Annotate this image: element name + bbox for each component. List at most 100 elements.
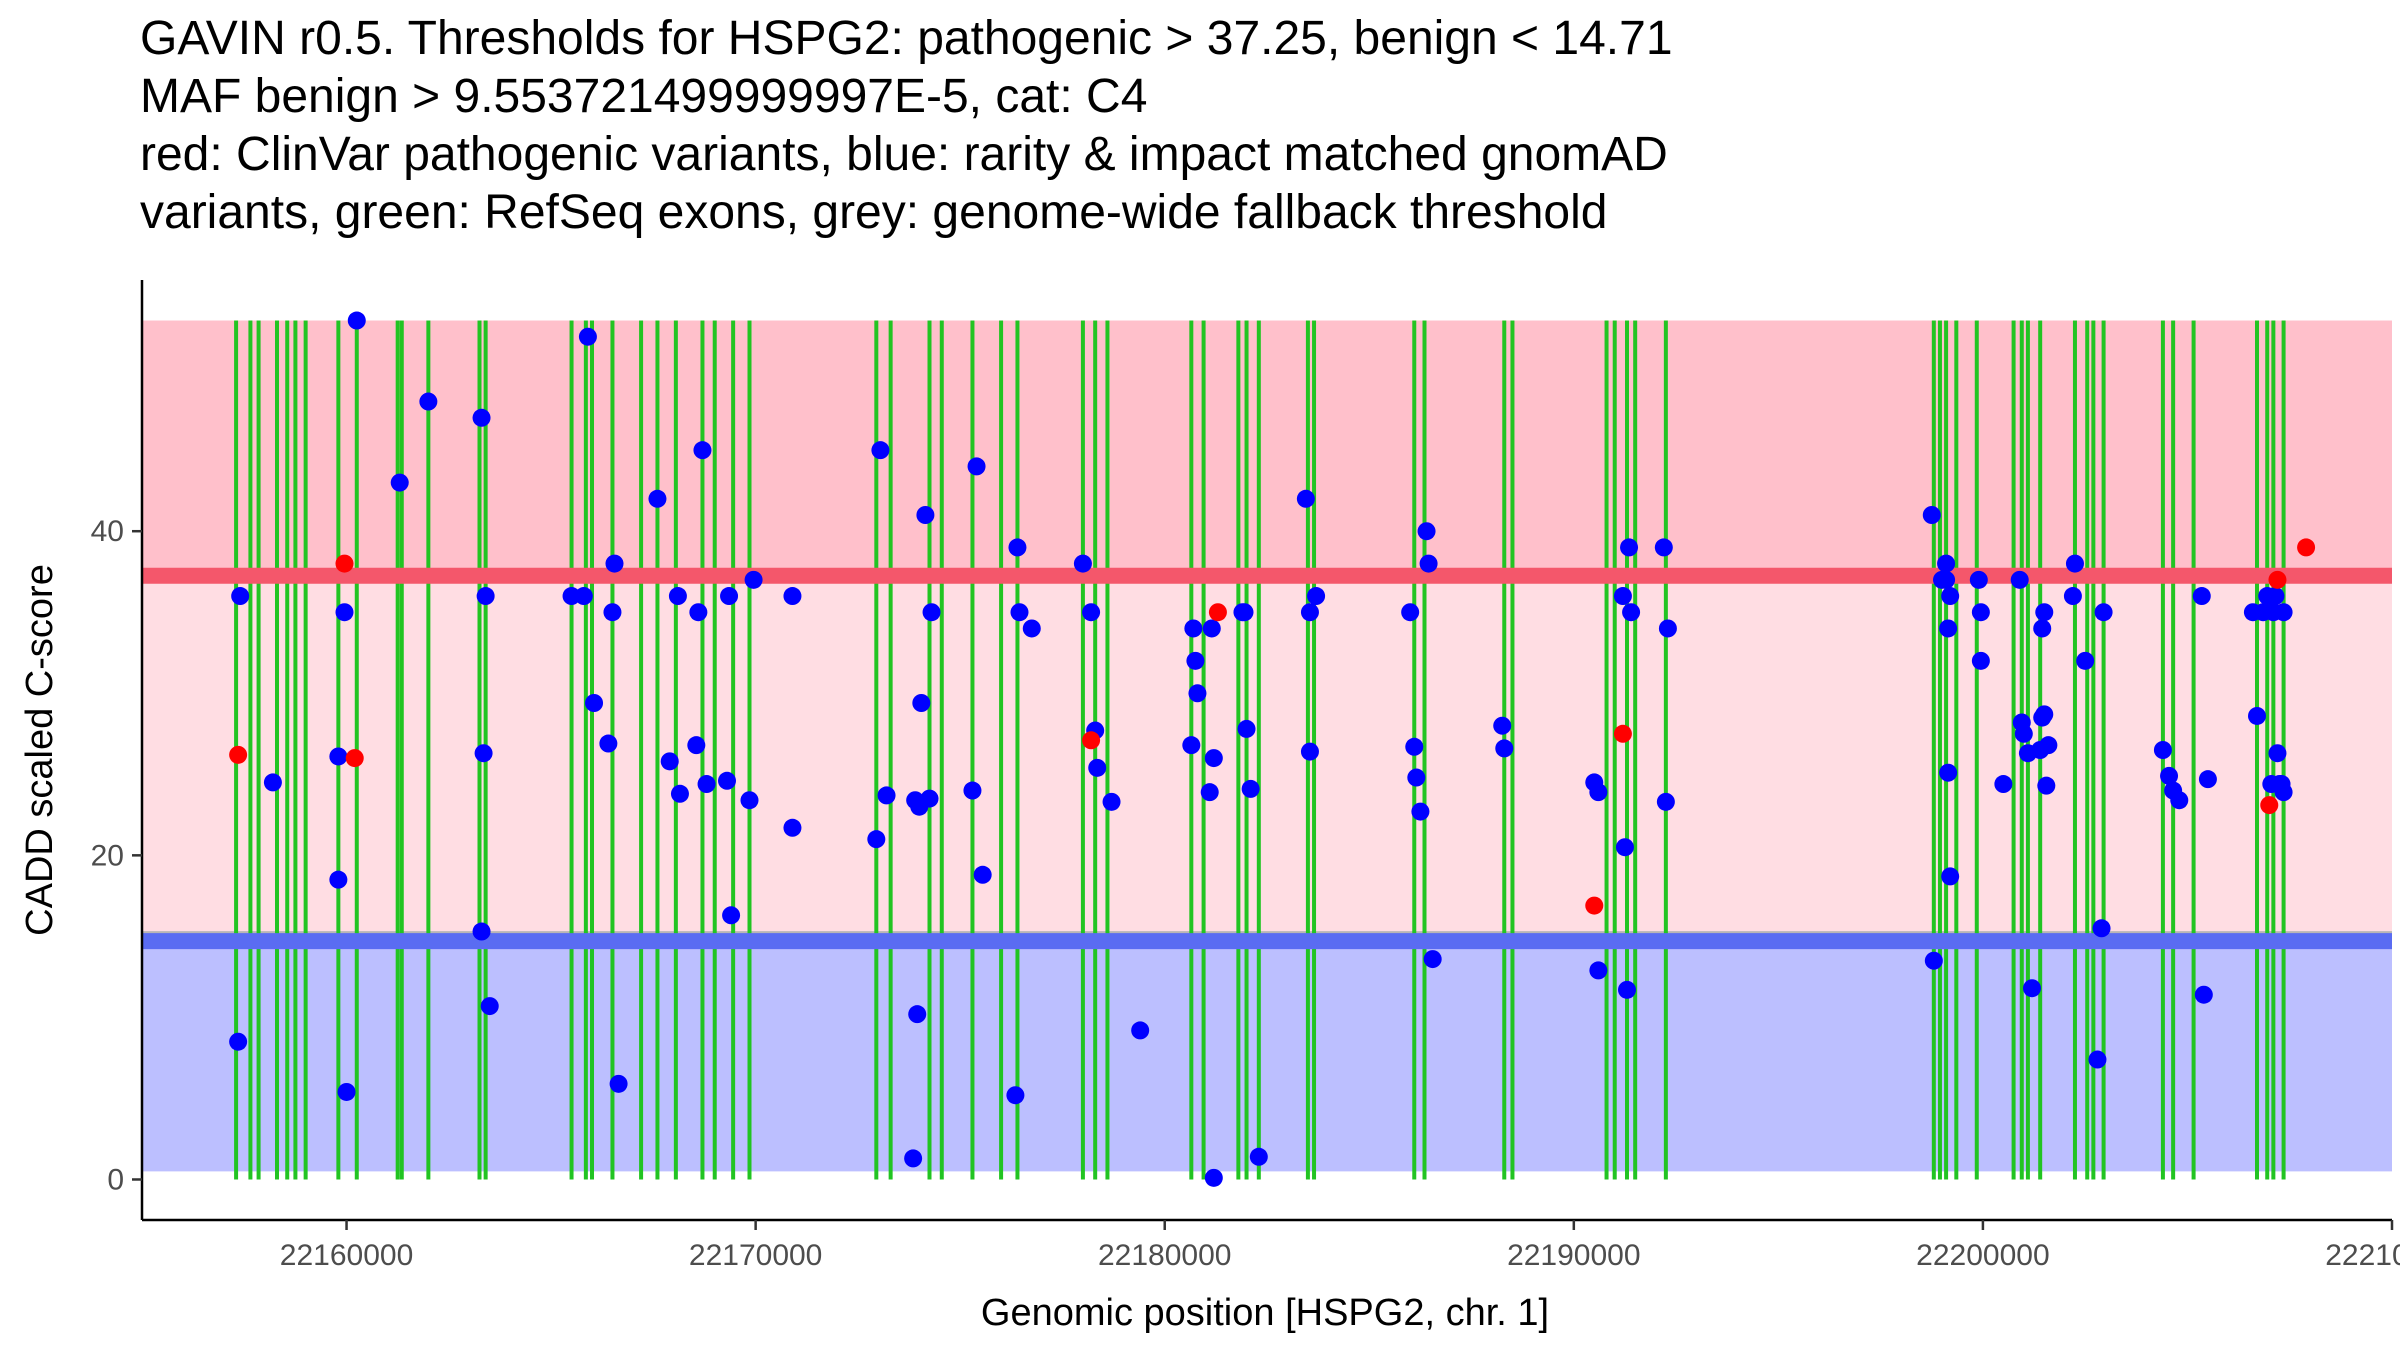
gnomad-point (871, 441, 890, 460)
gnomad-point (472, 922, 491, 941)
gnomad-point (1589, 783, 1608, 802)
x-tick-label: 22200000 (1916, 1239, 2049, 1272)
clinvar-point (2268, 570, 2287, 589)
gnomad-point (1419, 554, 1438, 573)
gnomad-point (1405, 737, 1424, 756)
clinvar-point (2297, 538, 2316, 557)
gnomad-point (1235, 603, 1254, 622)
gnomad-point (2010, 570, 2029, 589)
axis-ticks: 22160000 22170000 22180000 22190000 22200000… (91, 515, 2400, 1272)
gnomad-point (1941, 587, 1960, 606)
gnomad-point (1010, 603, 1029, 622)
clinvar-point (1585, 896, 1604, 915)
gnomad-point (2035, 705, 2054, 724)
gnomad-point (1008, 538, 1027, 557)
clinvar-point (1208, 603, 1227, 622)
gnomad-point (1589, 961, 1608, 980)
x-tick-label: 22160000 (280, 1239, 413, 1272)
gnomad-point (1423, 950, 1442, 969)
gnomad-point (1411, 802, 1430, 821)
gnomad-point (1924, 951, 1943, 970)
title-line-3: red: ClinVar pathogenic variants, blue: … (140, 128, 1668, 181)
x-tick-label: 22180000 (1098, 1239, 1231, 1272)
gnomad-point (2065, 554, 2084, 573)
gnomad-point (605, 554, 624, 573)
y-tick-label: 40 (91, 515, 124, 548)
gnomad-point (1654, 538, 1673, 557)
gnomad-point (2014, 724, 2033, 743)
data-points (229, 311, 2316, 1187)
gnomad-point (419, 392, 438, 411)
gnomad-point (1618, 980, 1636, 999)
gnomad-point (867, 830, 886, 849)
gnomad-point (648, 489, 667, 508)
gnomad-point (2198, 770, 2217, 789)
gnomad-point (231, 587, 250, 606)
gnomad-point (1182, 736, 1201, 755)
gnomad-point (967, 457, 986, 476)
gnomad-point (693, 441, 712, 460)
gnomad-point (603, 603, 622, 622)
gnomad-point (1622, 603, 1641, 622)
gnomad-point (908, 1005, 927, 1024)
gnomad-point (2039, 736, 2058, 755)
x-axis-title: Genomic position [HSPG2, chr. 1] (981, 1292, 1549, 1334)
clinvar-point (335, 554, 354, 573)
gnomad-point (609, 1074, 628, 1093)
chart-title: GAVIN r0.5. Thresholds for HSPG2: pathog… (140, 10, 1673, 242)
gnomad-point (2274, 783, 2293, 802)
clinvar-point (345, 749, 364, 768)
gnomad-point (783, 587, 802, 606)
gnomad-point (574, 587, 593, 606)
gnomad-point (390, 473, 409, 492)
gnomad-point (1300, 742, 1319, 761)
gnomad-point (1131, 1021, 1150, 1040)
x-tick-label: 22170000 (689, 1239, 822, 1272)
gnomad-point (2192, 587, 2211, 606)
gnomad-point (472, 408, 491, 427)
gnomad-point (337, 1082, 356, 1101)
gnomad-point (2076, 651, 2095, 670)
gnomad-point (599, 734, 618, 753)
gnomad-point (1939, 619, 1958, 638)
gnomad-point (877, 786, 896, 805)
gnomad-point (329, 747, 348, 766)
gnomad-point (689, 603, 708, 622)
benign-zone (142, 941, 2392, 1172)
gnomad-point (1202, 619, 1221, 638)
gnomad-point (1073, 554, 1092, 573)
clinvar-point (2260, 796, 2279, 815)
gnomad-point (916, 506, 935, 524)
gnomad-point (2274, 603, 2293, 622)
gnomad-point (2170, 791, 2189, 810)
gnomad-point (335, 603, 354, 622)
gnomad-point (1658, 619, 1677, 638)
gnomad-point (1939, 763, 1958, 782)
title-line-4: variants, green: RefSeq exons, grey: gen… (140, 186, 1608, 239)
gnomad-point (1937, 554, 1956, 573)
gnomad-point (1994, 775, 2013, 794)
gnomad-point (1971, 651, 1990, 670)
gnomad-point (1407, 768, 1426, 787)
gnomad-point (263, 773, 282, 792)
gnomad-point (720, 587, 739, 606)
gnomad-point (1937, 570, 1956, 589)
gnomad-point (2094, 603, 2113, 622)
gnomad-point (912, 694, 931, 712)
title-line-1: GAVIN r0.5. Thresholds for HSPG2: pathog… (140, 12, 1673, 65)
title-line-2: MAF benign > 9.553721499999997E-5, cat: … (140, 70, 1148, 123)
gnomad-point (1495, 739, 1514, 758)
gnomad-point (2033, 619, 2052, 638)
gnomad-point (2088, 1050, 2107, 1069)
gnomad-point (1417, 522, 1436, 541)
gnomad-point (1620, 538, 1639, 557)
gnomad-point (1237, 719, 1256, 738)
gnomad-point (920, 789, 939, 808)
gnomad-point (1401, 603, 1420, 622)
gnomad-point (1615, 838, 1634, 857)
gnomad-point (2035, 603, 2054, 622)
gnomad-point (329, 870, 348, 889)
gnomad-point (229, 1032, 248, 1051)
gnomad-point (1300, 603, 1319, 622)
